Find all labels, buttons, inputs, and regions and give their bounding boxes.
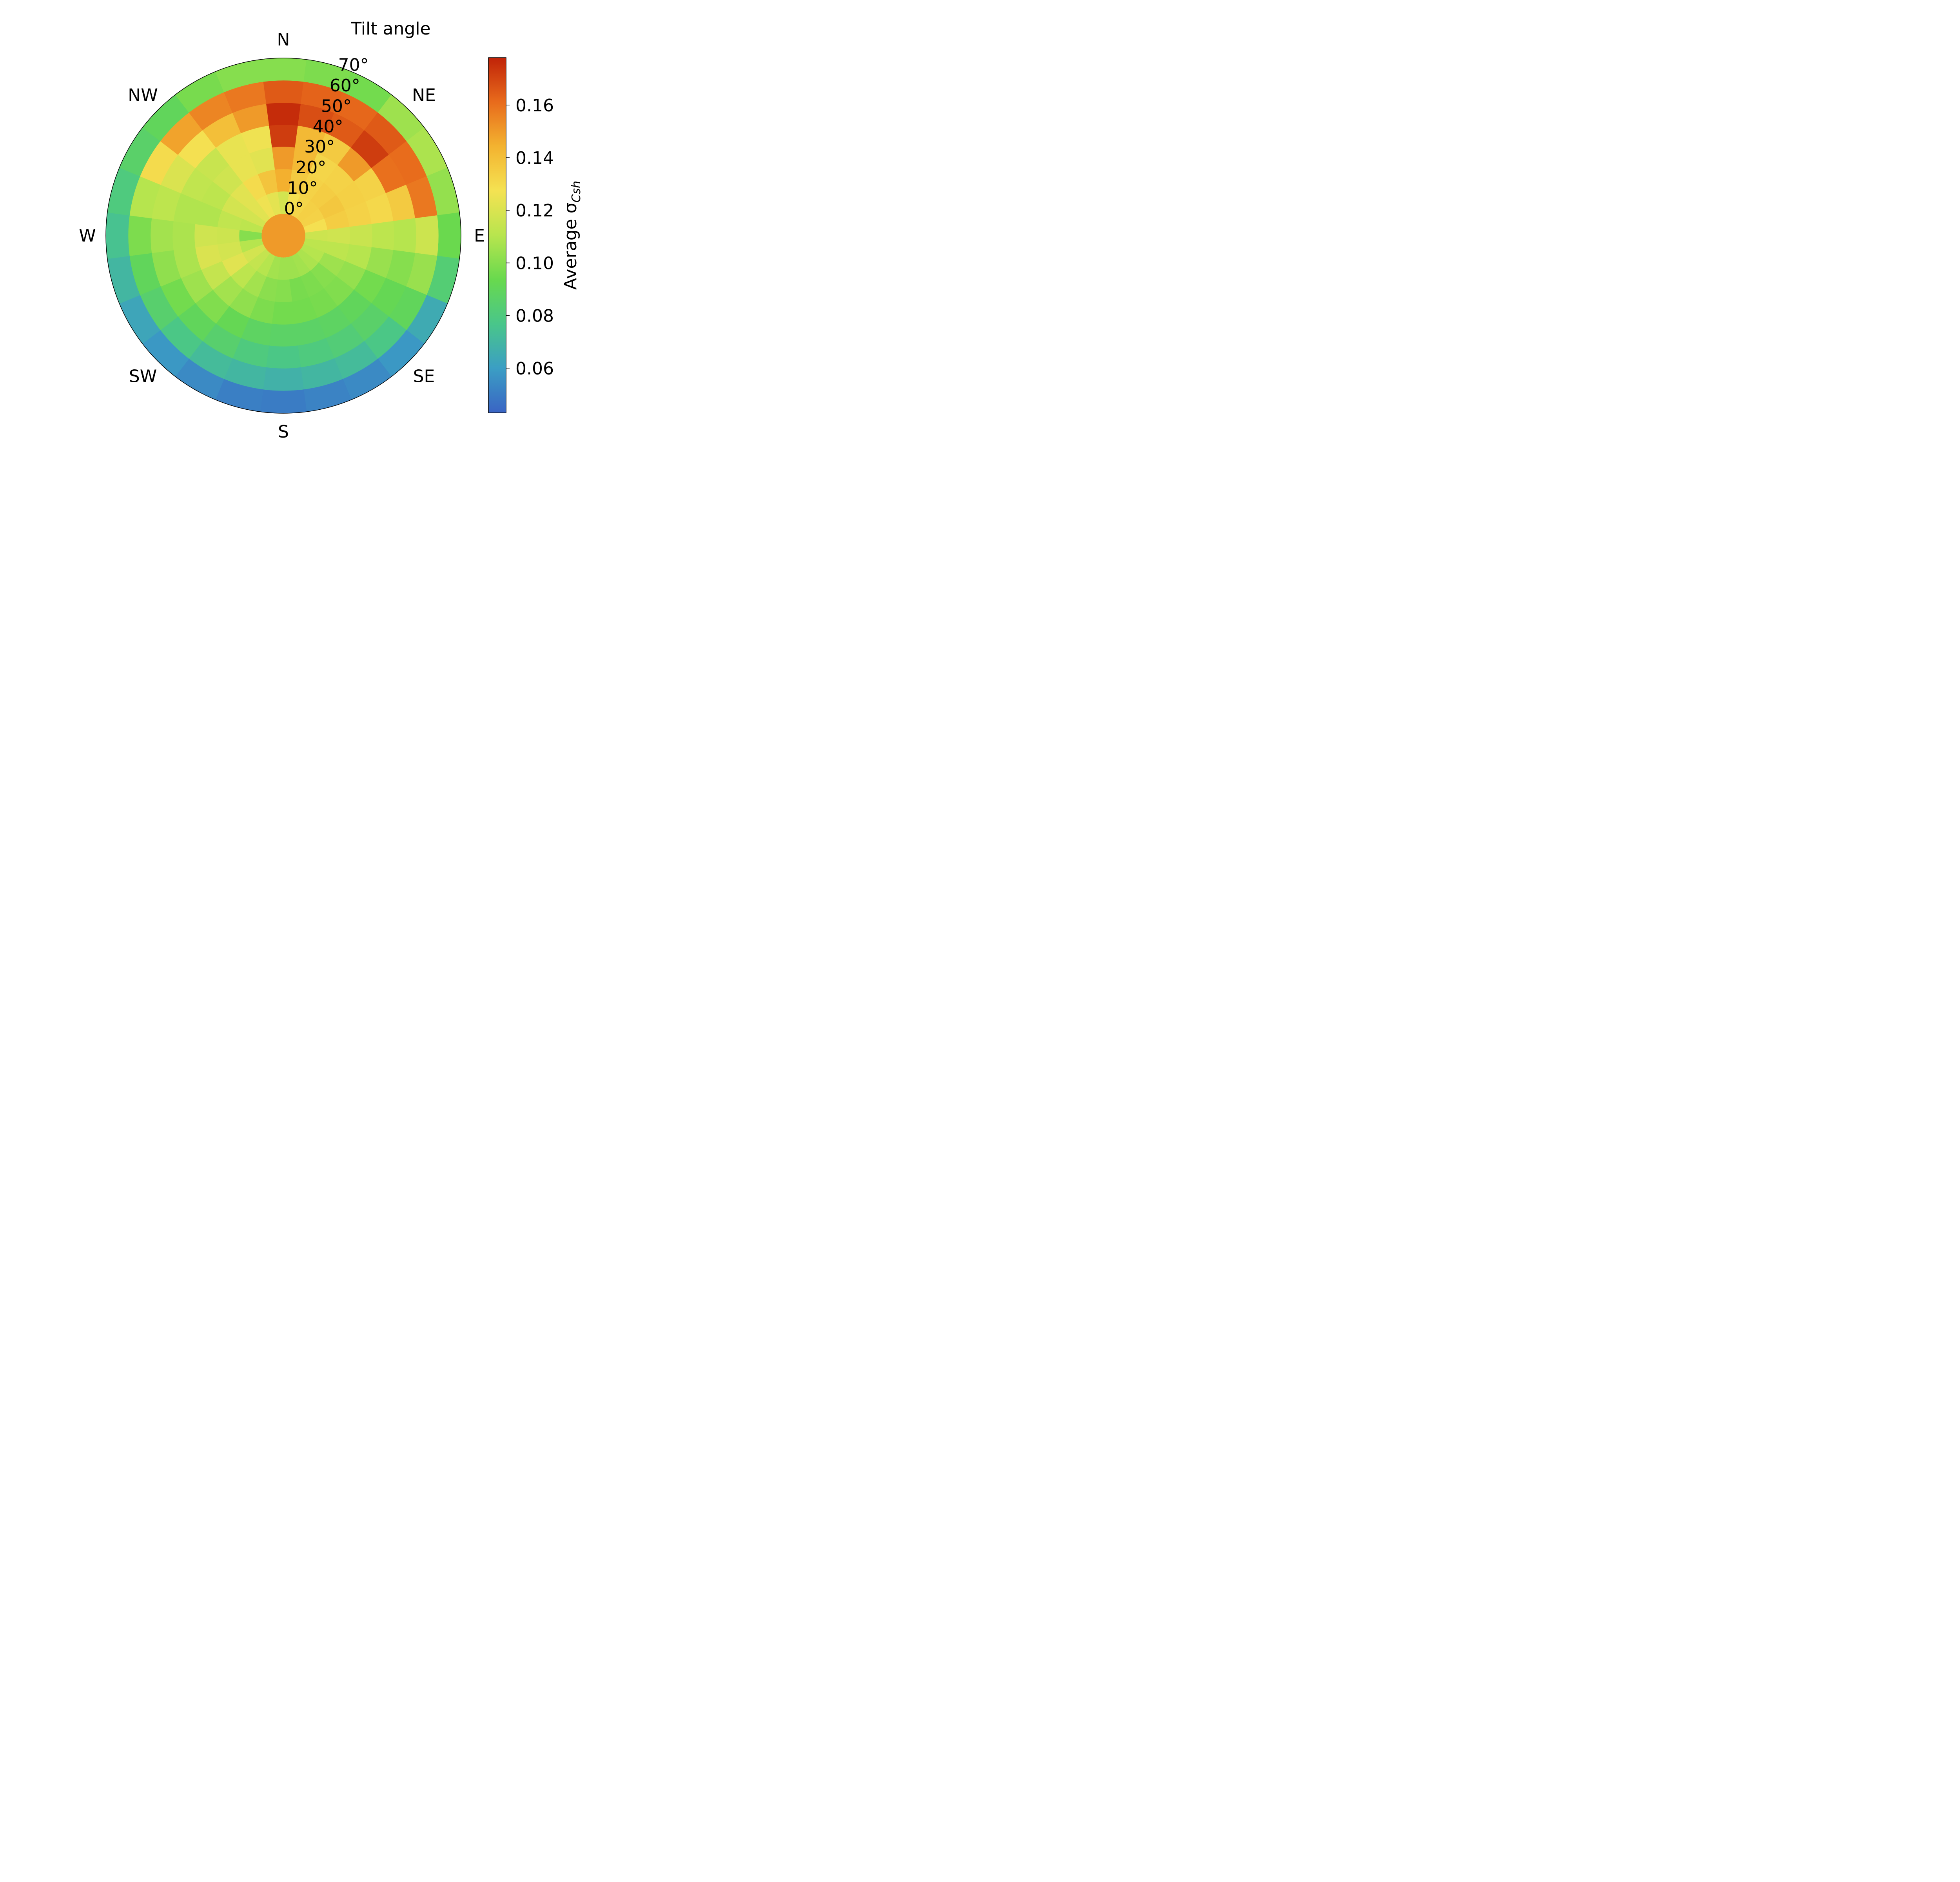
polar-heatmap-chart: N NE E SE S SW W NW 0°10°20°30°40°50°60°70° Til… — [79, 19, 583, 442]
polar-outline — [105, 58, 461, 414]
heatmap-cell — [216, 227, 240, 245]
heatmap-cell — [274, 279, 292, 303]
colorbar-ticks: 0.06 0.08 0.10 0.12 0.14 0.16 — [506, 96, 554, 379]
colorbar-tick-label: 0.16 — [515, 96, 554, 116]
heatmap-cell — [260, 389, 307, 414]
tilt-tick-label: 0° — [284, 199, 304, 219]
azimuth-label-e: E — [474, 226, 485, 246]
heatmap-cell — [263, 367, 304, 391]
azimuth-label-ne: NE — [412, 85, 436, 105]
colorbar-tick-label: 0.10 — [515, 253, 554, 273]
radial-axis-title: Tilt angle — [350, 19, 430, 39]
azimuth-labels: N NE E SE S SW W NW — [79, 30, 485, 442]
heatmap-cell — [393, 218, 417, 253]
heatmap-cell — [260, 58, 307, 82]
heatmap-cells — [105, 58, 461, 414]
colorbar-label-main: Average σ — [561, 203, 581, 290]
heatmap-cell — [266, 102, 301, 126]
colorbar-tick-label: 0.12 — [515, 201, 554, 221]
heatmap-cell — [437, 212, 461, 259]
tilt-tick-label: 50° — [321, 96, 352, 116]
tilt-tick-label: 70° — [338, 55, 369, 75]
azimuth-label-w: W — [79, 226, 96, 246]
heatmap-cell — [128, 215, 152, 256]
azimuth-label-sw: SW — [129, 367, 157, 387]
colorbar-tick-label: 0.14 — [515, 148, 554, 168]
colorbar-tick-label: 0.08 — [515, 306, 554, 326]
colorbar — [488, 57, 506, 413]
heatmap-cell — [371, 221, 395, 251]
heatmap-cell — [105, 212, 130, 259]
heatmap-cell — [266, 345, 301, 369]
azimuth-label-se: SE — [413, 367, 435, 387]
heatmap-cell — [415, 215, 439, 256]
heatmap-cell — [194, 224, 218, 247]
azimuth-label-n: N — [277, 30, 290, 50]
colorbar-label: Average σCsh — [561, 181, 583, 290]
heatmap-cell — [349, 224, 373, 247]
heatmap-cell — [269, 124, 298, 148]
tilt-tick-label: 20° — [296, 158, 326, 178]
tilt-tick-label: 30° — [304, 137, 335, 157]
heatmap-cell — [263, 80, 304, 104]
heatmap-cell — [272, 302, 295, 325]
heatmap-cell — [327, 227, 350, 245]
azimuth-label-nw: NW — [128, 85, 158, 105]
tilt-tick-label: 40° — [313, 116, 343, 136]
tilt-tick-labels: 0°10°20°30°40°50°60°70° — [284, 55, 369, 219]
heatmap-cell — [272, 146, 295, 170]
heatmap-cell — [172, 221, 196, 251]
colorbar-tick-label: 0.06 — [515, 359, 554, 379]
azimuth-label-s: S — [278, 422, 289, 442]
heatmap-cell-center — [261, 214, 305, 258]
tilt-tick-label: 10° — [287, 178, 318, 198]
heatmap-cell — [269, 323, 298, 347]
heatmap-cell — [150, 218, 174, 253]
tilt-tick-label: 60° — [330, 76, 360, 96]
colorbar-label-subscript: Csh — [570, 181, 583, 203]
